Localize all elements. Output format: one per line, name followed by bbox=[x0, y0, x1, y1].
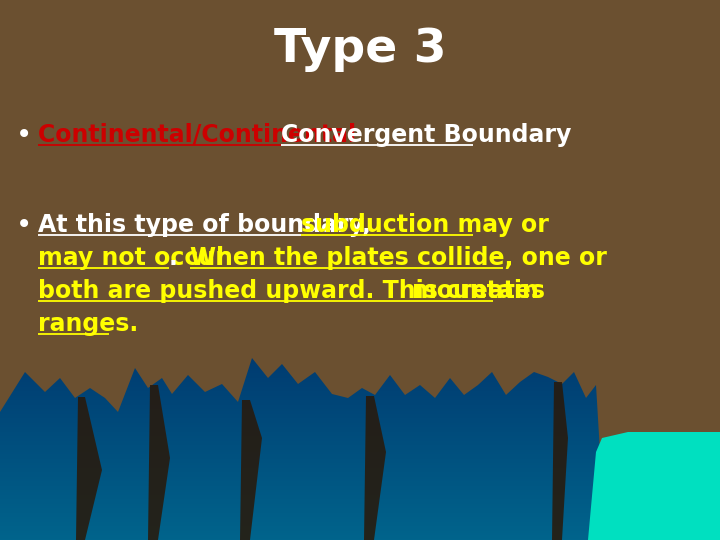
Polygon shape bbox=[240, 400, 262, 540]
Text: Type 3: Type 3 bbox=[274, 28, 446, 72]
Text: •: • bbox=[16, 121, 32, 149]
Text: mountain: mountain bbox=[413, 279, 539, 303]
Text: subduction may or: subduction may or bbox=[301, 213, 549, 237]
Polygon shape bbox=[148, 385, 170, 540]
Text: ranges.: ranges. bbox=[38, 313, 138, 336]
Polygon shape bbox=[76, 397, 102, 540]
Polygon shape bbox=[588, 432, 720, 540]
Text: At this type of boundary,: At this type of boundary, bbox=[38, 213, 379, 237]
Polygon shape bbox=[364, 396, 386, 540]
Text: •: • bbox=[16, 211, 32, 239]
Text: .: . bbox=[169, 246, 186, 270]
Text: Convergent Boundary: Convergent Boundary bbox=[281, 123, 571, 147]
Text: Continental/Continental: Continental/Continental bbox=[38, 123, 364, 147]
Text: both are pushed upward. This creates: both are pushed upward. This creates bbox=[38, 279, 553, 303]
Text: When the plates collide, one or: When the plates collide, one or bbox=[190, 246, 606, 270]
Polygon shape bbox=[552, 382, 568, 540]
Text: may not occur: may not occur bbox=[38, 246, 227, 270]
